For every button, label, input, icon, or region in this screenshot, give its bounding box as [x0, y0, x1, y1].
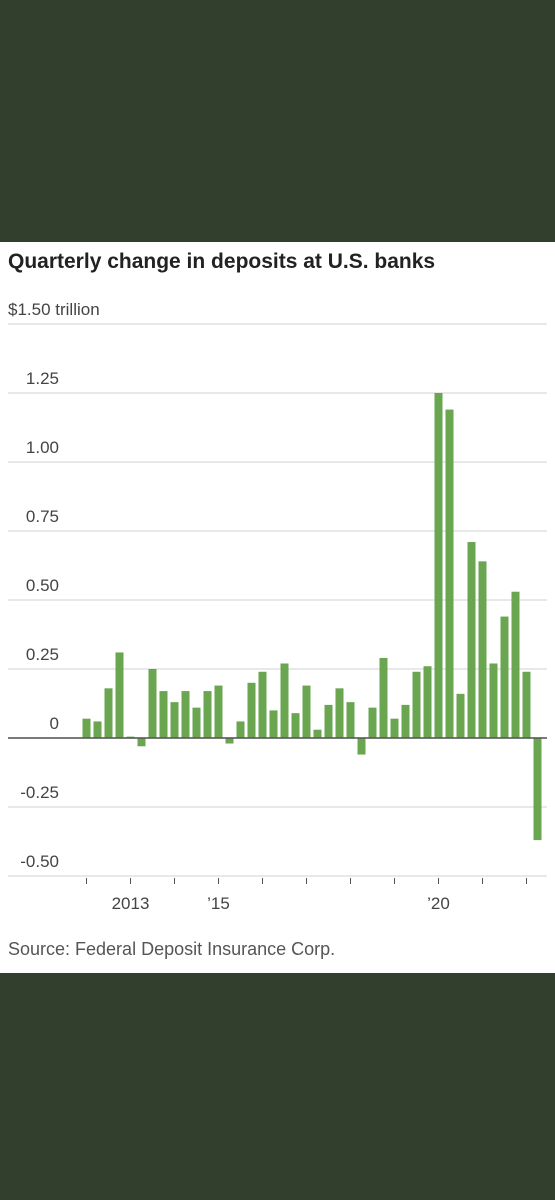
- x-tick-label: ’15: [207, 894, 230, 913]
- bar: [390, 718, 399, 738]
- bar: [236, 721, 245, 738]
- y-tick-label: -0.25: [20, 783, 59, 802]
- bar: [368, 707, 377, 738]
- bar: [291, 713, 300, 738]
- source: Source: Federal Deposit Insurance Corp.: [8, 939, 335, 959]
- bar: [522, 671, 531, 738]
- bar: [423, 666, 432, 738]
- bar: [346, 702, 355, 738]
- bar: [148, 669, 157, 738]
- bar: [225, 738, 234, 744]
- x-tick-label: ’20: [427, 894, 450, 913]
- y-tick-label: 0: [50, 714, 59, 733]
- bar: [159, 691, 168, 738]
- bar: [181, 691, 190, 738]
- card: [0, 242, 555, 973]
- y-tick-label: 1.25: [26, 369, 59, 388]
- bar: [93, 721, 102, 738]
- bar: [247, 682, 256, 738]
- bar: [456, 693, 465, 738]
- y-tick-label: 0.25: [26, 645, 59, 664]
- bar: [269, 710, 278, 738]
- bar: [478, 561, 487, 738]
- x-tick-label: 2013: [112, 894, 150, 913]
- bar: [302, 685, 311, 738]
- bar: [379, 657, 388, 738]
- bar: [313, 729, 322, 738]
- bar: [335, 688, 344, 738]
- bar: [324, 704, 333, 738]
- bar: [280, 663, 289, 738]
- bar: [192, 707, 201, 738]
- bar: [500, 616, 509, 738]
- y-tick-label: 1.00: [26, 438, 59, 457]
- bar: [401, 704, 410, 738]
- bar: [412, 671, 421, 738]
- y-tick-label: 0.50: [26, 576, 59, 595]
- y-tick-label: $1.50 trillion: [8, 300, 100, 319]
- chart-title: Quarterly change in deposits at U.S. ban…: [8, 250, 435, 273]
- bar: [357, 738, 366, 755]
- bar: [115, 652, 124, 738]
- bar: [467, 542, 476, 738]
- bar: [170, 702, 179, 738]
- bar: [104, 688, 113, 738]
- bar: [203, 691, 212, 738]
- bar: [258, 671, 267, 738]
- bar: [434, 393, 443, 738]
- bar: [489, 663, 498, 738]
- bar: [533, 738, 542, 841]
- bar: [137, 738, 146, 747]
- bar: [82, 718, 91, 738]
- y-tick-label: -0.50: [20, 852, 59, 871]
- bar: [445, 409, 454, 738]
- y-tick-label: 0.75: [26, 507, 59, 526]
- bar: [214, 685, 223, 738]
- bar: [511, 591, 520, 738]
